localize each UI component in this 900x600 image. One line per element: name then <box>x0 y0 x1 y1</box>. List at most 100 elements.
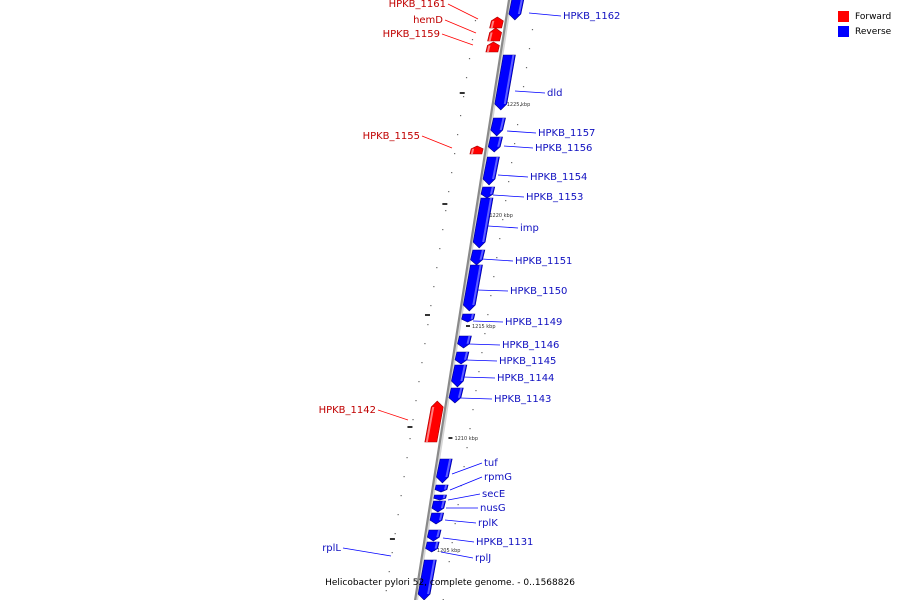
gene-label-hpkb_1143[interactable]: HPKB_1143 <box>494 394 551 405</box>
gene-label-hpkb_1142[interactable]: HPKB_1142 <box>319 405 376 416</box>
axis-dot <box>462 96 465 98</box>
axis-dot <box>451 542 453 544</box>
gene-label-tuf[interactable]: tuf <box>484 458 498 469</box>
axis-dot <box>471 39 474 41</box>
gene-label-nusg[interactable]: nusG <box>480 503 506 514</box>
gene-leader-line <box>514 90 546 94</box>
gene-label-hpkb_1150[interactable]: HPKB_1150 <box>510 286 567 297</box>
axis-dot <box>525 67 528 69</box>
gene-label-rpll[interactable]: rplL <box>322 543 341 554</box>
gene-leader-line <box>472 320 504 323</box>
gene-label-rpmg[interactable]: rpmG <box>484 472 512 483</box>
axis-dot <box>481 352 483 354</box>
axis-dot <box>463 466 465 468</box>
gene-label-hpkb_1131[interactable]: HPKB_1131 <box>476 537 533 548</box>
scale-tick-label: 1220 kbp <box>489 213 513 219</box>
gene-label-sece[interactable]: secE <box>482 489 505 500</box>
axis-dot <box>511 162 513 164</box>
gene-leader-line <box>421 135 453 149</box>
forward-swatch <box>838 11 849 22</box>
gene-shading <box>470 148 475 154</box>
axis-dot <box>439 248 441 250</box>
gene-leader-line <box>476 289 509 292</box>
reverse-swatch <box>838 26 849 37</box>
legend-forward-label: Forward <box>855 11 892 22</box>
axis-dot <box>472 409 474 411</box>
axis-dots <box>385 20 534 600</box>
gene-leader-line <box>444 519 477 524</box>
legend-forward: Forward <box>838 9 891 24</box>
gene-shading <box>490 187 494 195</box>
axis-shadow <box>415 0 513 600</box>
gene-label-hpkb_1155[interactable]: HPKB_1155 <box>363 131 420 142</box>
axis-dot <box>427 324 429 326</box>
gene-shading <box>436 530 441 538</box>
gene-label-hpkb_1154[interactable]: HPKB_1154 <box>530 172 587 183</box>
axis-dot <box>451 172 453 174</box>
gene-shading <box>427 560 436 594</box>
gene-shading <box>482 198 493 242</box>
gene-label-hpkb_1156[interactable]: HPKB_1156 <box>535 143 592 154</box>
axis-dot <box>469 428 471 430</box>
gene-shading <box>503 55 515 104</box>
axis-dot <box>484 333 486 335</box>
axis-dot <box>460 115 462 117</box>
gene-label-hpkb_1159[interactable]: HPKB_1159 <box>383 29 440 40</box>
axis-dot <box>415 400 417 402</box>
gene-leader-line <box>451 462 483 475</box>
gene-label-rplk[interactable]: rplK <box>478 518 498 529</box>
axis-dot <box>394 533 396 535</box>
gene-leader-line <box>342 547 392 557</box>
axis-dot <box>391 552 393 554</box>
strand-legend: Forward Reverse <box>838 9 891 39</box>
gene-leader-line <box>441 33 474 46</box>
gene-label-hpkb_1161[interactable]: HPKB_1161 <box>389 0 446 10</box>
gene-shading <box>497 137 502 147</box>
axis-dot <box>445 580 447 582</box>
axis-dot <box>424 343 426 345</box>
axis-dot <box>430 305 432 307</box>
gene-shading <box>440 501 445 509</box>
axis-dot <box>517 124 519 126</box>
axis-dot <box>487 314 489 316</box>
axis-dot <box>466 447 468 449</box>
axis-dot <box>490 295 492 297</box>
gene-label-hpkb_1153[interactable]: HPKB_1153 <box>526 192 583 203</box>
gene-label-dld[interactable]: dld <box>547 88 562 99</box>
gene-label-hpkb_1151[interactable]: HPKB_1151 <box>515 256 572 267</box>
legend-reverse: Reverse <box>838 24 891 39</box>
gene-leader-line <box>447 3 479 20</box>
gene-label-hpkb_1144[interactable]: HPKB_1144 <box>497 373 554 384</box>
gene-label-hpkb_1157[interactable]: HPKB_1157 <box>538 128 595 139</box>
scale-tick-label: 1225 kbp <box>507 102 531 108</box>
gene-leader-line <box>462 376 496 379</box>
axis-dot <box>508 181 510 183</box>
gene-label-hemd[interactable]: hemD <box>413 15 443 26</box>
axis-dot <box>499 238 501 240</box>
gene-label-hpkb_1162[interactable]: HPKB_1162 <box>563 11 620 22</box>
gene-label-hpkb_1145[interactable]: HPKB_1145 <box>499 356 556 367</box>
gene-label-rplj[interactable]: rplJ <box>475 553 491 564</box>
gene-label-imp[interactable]: imp <box>520 223 539 234</box>
gene-label-hpkb_1146[interactable]: HPKB_1146 <box>502 340 559 351</box>
gene-shading <box>492 157 499 179</box>
axis-dot <box>436 267 438 269</box>
gene-label-hpkb_1149[interactable]: HPKB_1149 <box>505 317 562 328</box>
axis-dot <box>454 153 456 155</box>
gene-features <box>417 0 525 600</box>
gene-leader-line <box>528 12 562 17</box>
gene-leader-line <box>468 343 501 346</box>
gene-shading <box>445 459 452 477</box>
axis-dot <box>448 561 450 563</box>
scale-tick-label: 1205 kbp <box>437 548 461 554</box>
axis-dot <box>406 457 408 459</box>
gene-leader-line <box>440 551 474 559</box>
gene-shading <box>466 336 471 344</box>
gene-leader-line <box>487 225 519 229</box>
gene-shading <box>442 495 446 499</box>
gene-shading <box>425 407 435 442</box>
axis-dot <box>457 504 459 506</box>
axis-dot <box>522 86 525 88</box>
axis-dot <box>496 257 498 259</box>
